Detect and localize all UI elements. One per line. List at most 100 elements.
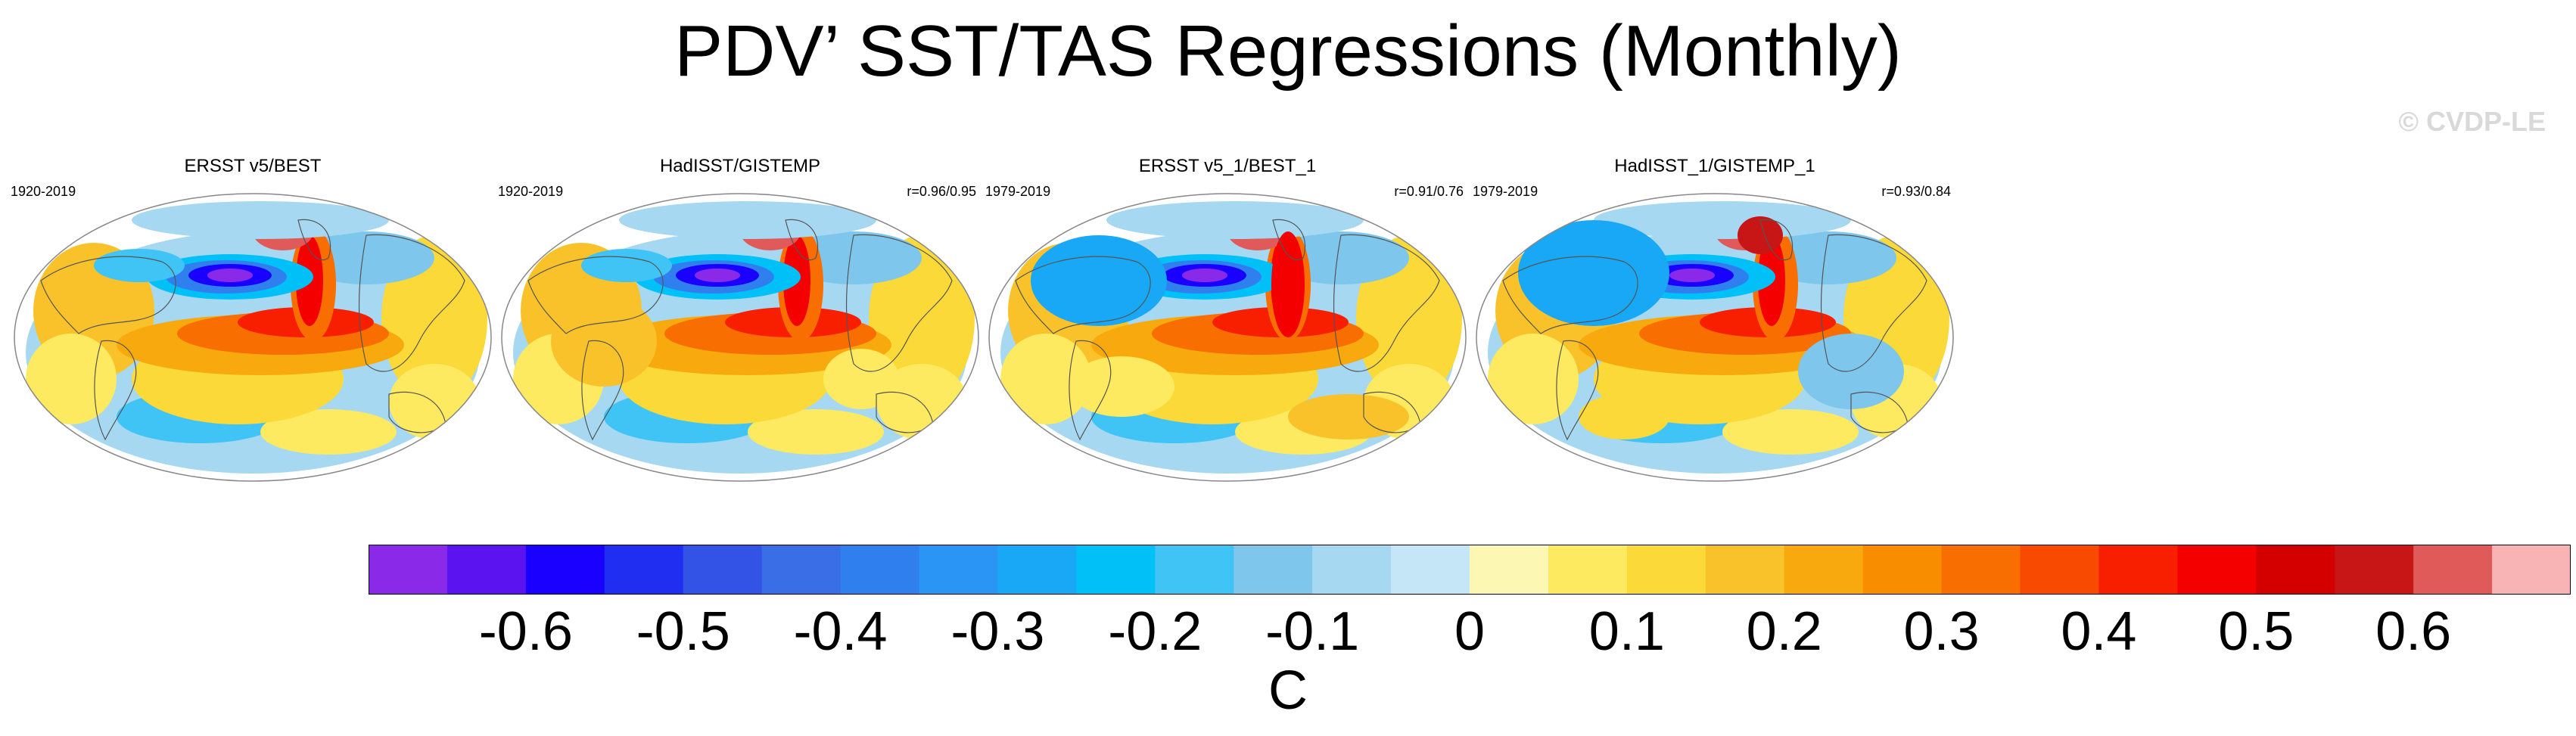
map-panel-2: HadISST/GISTEMP 1920-2019 r=0.96/0.95 [498,155,982,488]
colorbar-tick-label: 0.5 [2218,601,2294,662]
anomaly-region [1271,231,1305,337]
coastline [845,234,953,372]
colorbar-segment [1626,545,1706,595]
anomaly-region [1738,216,1783,254]
panel-period-1: 1920-2019 [11,184,76,199]
anomaly-region [26,334,117,424]
anomaly-region [260,409,397,455]
coastline [785,219,819,261]
globe-outline [501,193,979,482]
coastline [1069,340,1112,441]
coastline [527,256,664,334]
anomaly-region [1106,201,1364,239]
map-panel-1: ERSST v5/BEST 1920-2019 [11,155,495,488]
globe-outline [988,193,1467,482]
panel-correlation-2: r=0.96/0.95 [907,184,976,199]
colorbar-segment [761,545,842,595]
panel-title-2: HadISST/GISTEMP [659,156,821,176]
regression-map-4 [1476,193,1954,482]
colorbar-segment [2335,545,2414,595]
watermark: © CVDP-LE [2398,106,2546,137]
colorbar-segment [840,545,919,595]
figure-title: PDV’ SST/TAS Regressions (Monthly) [674,11,1902,92]
colorbar-segment [683,545,763,595]
colorbar-segment [369,545,448,595]
colorbar-segment [1470,545,1549,595]
colorbar-tick-label: 0.1 [1588,601,1665,662]
colorbar-tick-label: -0.1 [1265,601,1360,662]
anomaly-region [1669,269,1715,282]
coastline [40,256,176,334]
anomaly-region [94,249,185,282]
colorbar-segment [1862,545,1943,595]
colorbar-segment [2098,545,2178,595]
map-panel-4: HadISST_1/GISTEMP_1 1979-2019 r=0.93/0.8… [1473,155,1957,488]
map-field [513,201,975,474]
panel-title-3: ERSST v5_1/BEST_1 [1138,156,1317,176]
anomaly-region [1518,220,1669,326]
colorbar-segment [919,545,998,595]
colorbar-segment [1076,545,1156,595]
anomaly-region [1722,409,1859,455]
regression-map-1 [14,193,492,482]
colorbar-segment [2256,545,2335,595]
coastline [1820,234,1927,372]
anomaly-region [1031,235,1167,326]
coastline [581,340,624,441]
anomaly-region [1288,394,1409,439]
anomaly-region [207,269,253,282]
anomaly-region [132,201,389,239]
colorbar-segment [2492,545,2571,595]
colorbar-tick-label: -0.3 [950,601,1045,662]
anomaly-region [1000,334,1091,424]
map-field [1000,201,1462,474]
panel-period-2: 1920-2019 [498,184,564,199]
anomaly-region [695,269,740,282]
colorbar-tick-label: 0.4 [2061,601,2137,662]
colorbar-segment [525,545,605,595]
colorbar-tick-label: -0.5 [636,601,730,662]
anomaly-region [619,201,876,239]
colorbar-segment [1391,545,1470,595]
coastline [94,340,137,441]
colorbar-tick-label: 0 [1454,601,1486,662]
colorbar-segment [2020,545,2099,595]
map-field [1488,201,1949,474]
panel-title-1: ERSST v5/BEST [184,156,322,176]
colorbar-segment [604,545,684,595]
colorbar-segment [2177,545,2257,595]
coastline [358,234,465,372]
anomaly-region [1069,356,1174,417]
colorbar-segment [1234,545,1313,595]
coastline [1502,256,1638,334]
colorbar-tick-label: 0.3 [1903,601,1980,662]
map-field [26,201,487,474]
anomaly-region [551,296,657,387]
coastline [1015,256,1151,334]
anomaly-region [1798,334,1904,409]
anomaly-region [748,409,884,455]
colorbar-segment [1784,545,1864,595]
map-panel-3: ERSST v5_1/BEST_1 1979-2019 r=0.91/0.76 [985,155,1470,488]
coastline [1272,219,1306,261]
colorbar-segment [446,545,527,595]
coastline [1759,219,1794,261]
colorbar-segment [1941,545,2021,595]
panel-correlation-3: r=0.91/0.76 [1394,184,1464,199]
colorbar-segment [1312,545,1392,595]
colorbar-tick-label: -0.4 [793,601,888,662]
colorbar-tick-label: 0.2 [1746,601,1822,662]
coastline [297,219,331,261]
panel-title-4: HadISST_1/GISTEMP_1 [1614,156,1815,176]
anomaly-region [1488,334,1579,424]
colorbar-segment [2413,545,2493,595]
globe-outline [1476,193,1954,482]
colorbar-tick-label: 0.6 [2375,601,2452,662]
globe-outline [14,193,492,482]
anomaly-region [1579,394,1669,439]
panel-correlation-4: r=0.93/0.84 [1881,184,1951,199]
anomaly-region [1182,269,1227,282]
colorbar-segment [1155,545,1234,595]
anomaly-region [823,349,899,409]
anomaly-region [581,249,672,282]
